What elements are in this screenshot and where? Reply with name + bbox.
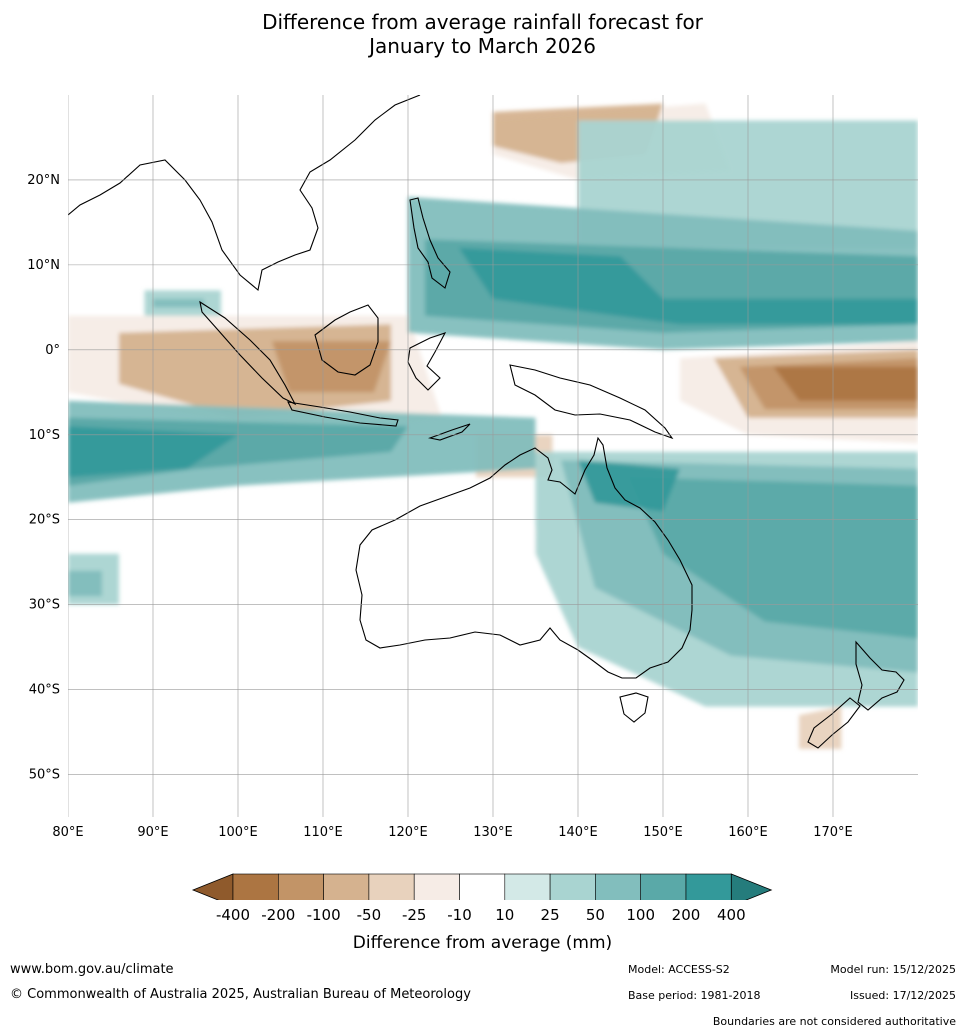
colorbar-segment [640,873,687,900]
longitude-ticks: 80°E 90°E 100°E 110°E 120°E 130°E 140°E 150°E 16… [52,825,852,840]
anomaly-region [68,570,102,597]
colorbar-tick: 10 [495,906,515,924]
longitude-tick-label: 160°E [728,825,768,840]
title-line-2: January to March 2026 [369,34,596,58]
disclaimer-text: Boundaries are not considered authoritat… [712,1015,956,1028]
colorbar-tick: 50 [585,906,605,924]
colorbar-segment [549,873,596,900]
new-zealand-north-coast [855,640,905,711]
philippines-coast [409,197,451,289]
colorbar-tick: 25 [540,906,560,924]
longitude-tick-label: 80°E [52,825,83,840]
colorbar-tick: 100 [626,906,656,924]
model-text: Model: ACCESS-S2 [628,963,730,976]
coastlines [68,95,905,749]
chart-title: Difference from average rainfall forecas… [0,10,965,58]
longitude-tick-label: 150°E [643,825,683,840]
colorbar-tick: -400 [215,906,251,924]
colorbar-segment [504,873,551,900]
rainfall-map: 20°N 10°N 0° 10°S 20°S 30°S 40°S 50°S 80°E 90°E 1… [27,95,918,900]
issued-text: Issued: 17/12/2025 [849,989,956,1002]
longitude-tick-label: 140°E [558,825,598,840]
latitude-tick-label: 20°N [27,173,60,188]
asia-mainland-coast [68,95,421,292]
colorbar-segment [323,873,370,900]
java-coast [287,401,399,427]
colorbar-tick: -25 [401,906,427,924]
anomaly-region [629,477,918,639]
latitude-tick-label: 50°S [29,768,60,783]
colorbar-tick: 200 [671,906,701,924]
longitude-tick-label: 170°E [813,825,853,840]
colorbar-tick: -10 [447,906,472,924]
colorbar-segment [277,873,324,900]
anomaly-region [773,366,918,401]
anomaly-region [578,460,680,512]
base-period-text: Base period: 1981-2018 [628,989,761,1002]
colorbar-segment [413,873,460,900]
latitude-tick-label: 30°S [29,598,60,613]
latitude-ticks: 20°N 10°N 0° 10°S 20°S 30°S 40°S 50°S [27,173,60,783]
colorbar-tick: -200 [261,906,296,924]
colorbar-label: Difference from average (mm) [352,933,613,953]
tasmania-coast [619,692,649,723]
anomaly-region [459,247,918,325]
anomaly-region [153,298,204,308]
colorbar-tick-labels: -400 -200 -100 -50 -25 -10 10 25 50 100 200 400 [0,906,965,926]
longitude-tick-label: 100°E [218,825,258,840]
copyright-text: © Commonwealth of Australia 2025, Austra… [10,987,471,1002]
title-line-1: Difference from average rainfall forecas… [262,10,703,34]
longitude-tick-label: 120°E [388,825,428,840]
sulawesi-coast [407,332,447,391]
new-zealand-south-coast [807,697,861,749]
sumatra-coast [199,300,297,406]
colorbar-extend-low [191,873,234,900]
longitude-tick-label: 130°E [473,825,513,840]
borneo-coast [314,304,379,376]
australia-coast [355,436,693,679]
colorbar-tick: 400 [716,906,746,924]
colorbar-extend-high [730,873,773,900]
map-field [68,95,918,817]
longitude-tick-label: 90°E [137,825,168,840]
colorbar-segment [368,873,415,900]
colorbar-tick: -100 [306,906,341,924]
colorbar-segment [232,873,279,900]
latitude-tick-label: 10°N [27,258,60,273]
longitude-tick-label: 110°E [303,825,343,840]
model-run-text: Model run: 15/12/2025 [830,963,956,976]
timor-coast [427,423,471,441]
latitude-tick-label: 40°S [29,683,60,698]
latitude-tick-label: 0° [45,343,60,358]
colorbar-tick: -50 [356,906,382,924]
colorbar [191,873,773,900]
colorbar-segment [595,873,642,900]
latitude-tick-label: 20°S [29,513,60,528]
latitude-tick-label: 10°S [29,428,60,443]
website-text: www.bom.gov.au/climate [10,962,174,977]
colorbar-segment [459,873,506,900]
graticule [68,95,918,817]
colorbar-segment [685,873,732,900]
